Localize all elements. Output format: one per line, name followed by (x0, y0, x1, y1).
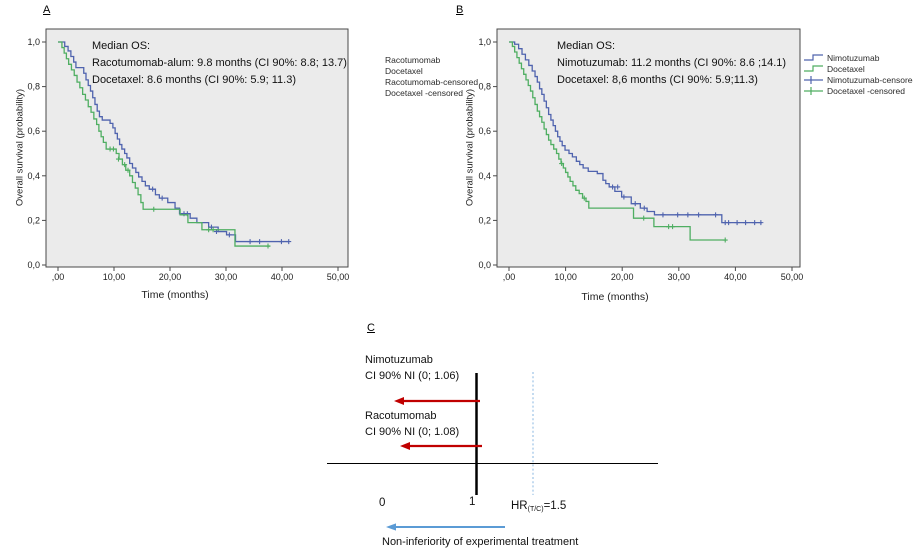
panel-b-chart: ,00 10,00 20,00 30,00 40,00 50,00 0,0 0,2 0,4 0,6… (478, 28, 804, 282)
noninferiority-direction-arrow (386, 523, 505, 531)
y-tick-label: 0,8 (478, 82, 491, 92)
panel-a-annotation: Median OS: Racotumomab-alum: 9.8 months … (92, 38, 347, 89)
censor-marks-racotumomab-alum (150, 186, 292, 245)
racotumomab-ci-arrow (400, 442, 482, 450)
panel-c-row-nimotuzumab: Nimotuzumab CI 90% NI (0; 1.06) (365, 352, 459, 384)
x-tick-label: 40,00 (724, 272, 747, 282)
annotation-line: Docetaxel: 8.6 months (CI 90%: 5.9; 11.3… (92, 74, 297, 86)
nimotuzumab-censored-icon (804, 76, 823, 84)
panel-b-annotation: Median OS: Nimotuzumab: 11.2 months (CI … (557, 38, 786, 89)
panel-a-label: A (43, 4, 51, 16)
y-tick-label: 0,6 (478, 126, 491, 136)
panel-c-label: C (367, 322, 375, 334)
hr-margin-label: HR(T/C)=1.5 (511, 500, 567, 513)
legend-item: Docetaxel -censored (804, 85, 913, 96)
panel-b-legend: Nimotuzumab Docetaxel Nimotuzumab-censor… (804, 52, 913, 96)
y-tick-label: 1,0 (478, 37, 491, 47)
panel-b-y-axis-title: Overall survival (probability) (464, 88, 476, 207)
y-tick-label: 0,2 (27, 215, 40, 225)
x-tick-label: 30,00 (668, 272, 691, 282)
censor-marks-docetaxel (559, 161, 728, 243)
annotation-line: Median OS: (557, 40, 616, 52)
legend-item: Nimotuzumab-censored (804, 74, 913, 85)
legend-item: Nimotuzumab (804, 52, 913, 63)
y-tick-label: 1,0 (27, 37, 40, 47)
legend-item: Docetaxel (804, 63, 913, 74)
legend-item: Racotumomab (385, 54, 441, 65)
x-tick-label: 20,00 (159, 272, 182, 282)
x-tick-label: ,00 (503, 272, 516, 282)
x-tick-label: 20,00 (611, 272, 634, 282)
y-tick-label: 0,2 (478, 215, 491, 225)
panel-a-chart: ,00 10,00 20,00 30,00 40,00 50,00 0,0 0,2 0,4 0,6… (27, 28, 350, 282)
panel-c-diagram (327, 372, 658, 531)
censor-marks-docetaxel (107, 146, 271, 249)
treatment-ci: CI 90% NI (0; 1.08) (365, 426, 460, 438)
panel-c-row-racotumomab: Racotumomab CI 90% NI (0; 1.08) (365, 408, 459, 440)
x-tick-label: 10,00 (554, 272, 577, 282)
treatment-name: Racotumomab (365, 410, 437, 422)
x-tick-label: ,00 (52, 272, 65, 282)
legend-item: Docetaxel -censored (385, 87, 463, 98)
legend-item: Racotumomab-censored (385, 76, 479, 87)
panel-b-x-axis-title: Time (months) (581, 291, 649, 303)
x-tick-label: 50,00 (327, 272, 350, 282)
panel-c-caption: Non-inferiority of experimental treatmen… (382, 536, 579, 548)
docetaxel-censored-icon (804, 87, 823, 95)
x-tick-label: 10,00 (103, 272, 126, 282)
plot-frame (496, 28, 801, 268)
y-tick-label: 0,6 (27, 126, 40, 136)
plot-area (46, 29, 348, 267)
panel-a-legend: Racotumomab Docetaxel Racotumomab-censor… (385, 54, 478, 98)
km-curve-docetaxel (509, 41, 727, 241)
panel-a-x-axis-title: Time (months) (141, 289, 209, 301)
y-tick-label: 0,4 (478, 171, 491, 181)
km-curve-nimotuzumab (509, 41, 763, 224)
annotation-line: Nimotuzumab: 11.2 months (CI 90%: 8.6 ;1… (557, 57, 787, 69)
hr-subscript: (T/C) (527, 506, 544, 513)
y-tick-label: 0,0 (27, 260, 40, 270)
y-tick-label: 0,8 (27, 82, 40, 92)
annotation-line: Median OS: (92, 40, 151, 52)
plot-area (497, 29, 800, 267)
plot-frame (45, 28, 349, 268)
y-tick-label: 0,4 (27, 171, 40, 181)
axis-tick-one: 1 (469, 496, 476, 508)
panel-a-y-axis-title: Overall survival (probability) (14, 88, 26, 207)
km-curve-docetaxel (58, 41, 271, 247)
annotation-line: Docetaxel: 8,6 months (CI 90%: 5.9;11.3) (557, 74, 758, 86)
nimotuzumab-line-icon (804, 54, 823, 61)
x-tick-label: 30,00 (215, 272, 238, 282)
x-tick-label: 50,00 (781, 272, 804, 282)
treatment-name: Nimotuzumab (365, 354, 433, 366)
x-tick-label: 40,00 (271, 272, 294, 282)
y-tick-label: 0,0 (478, 260, 491, 270)
censor-marks-nimotuzumab (610, 184, 764, 226)
panel-b-label: B (456, 4, 464, 16)
axis-tick-zero: 0 (379, 497, 386, 509)
nimotuzumab-ci-arrow (394, 397, 480, 405)
annotation-line: Racotumomab-alum: 9.8 months (CI 90%: 8.… (92, 57, 347, 69)
treatment-ci: CI 90% NI (0; 1.06) (365, 370, 460, 382)
docetaxel-line-icon (804, 65, 823, 72)
legend-item: Docetaxel (385, 65, 423, 76)
